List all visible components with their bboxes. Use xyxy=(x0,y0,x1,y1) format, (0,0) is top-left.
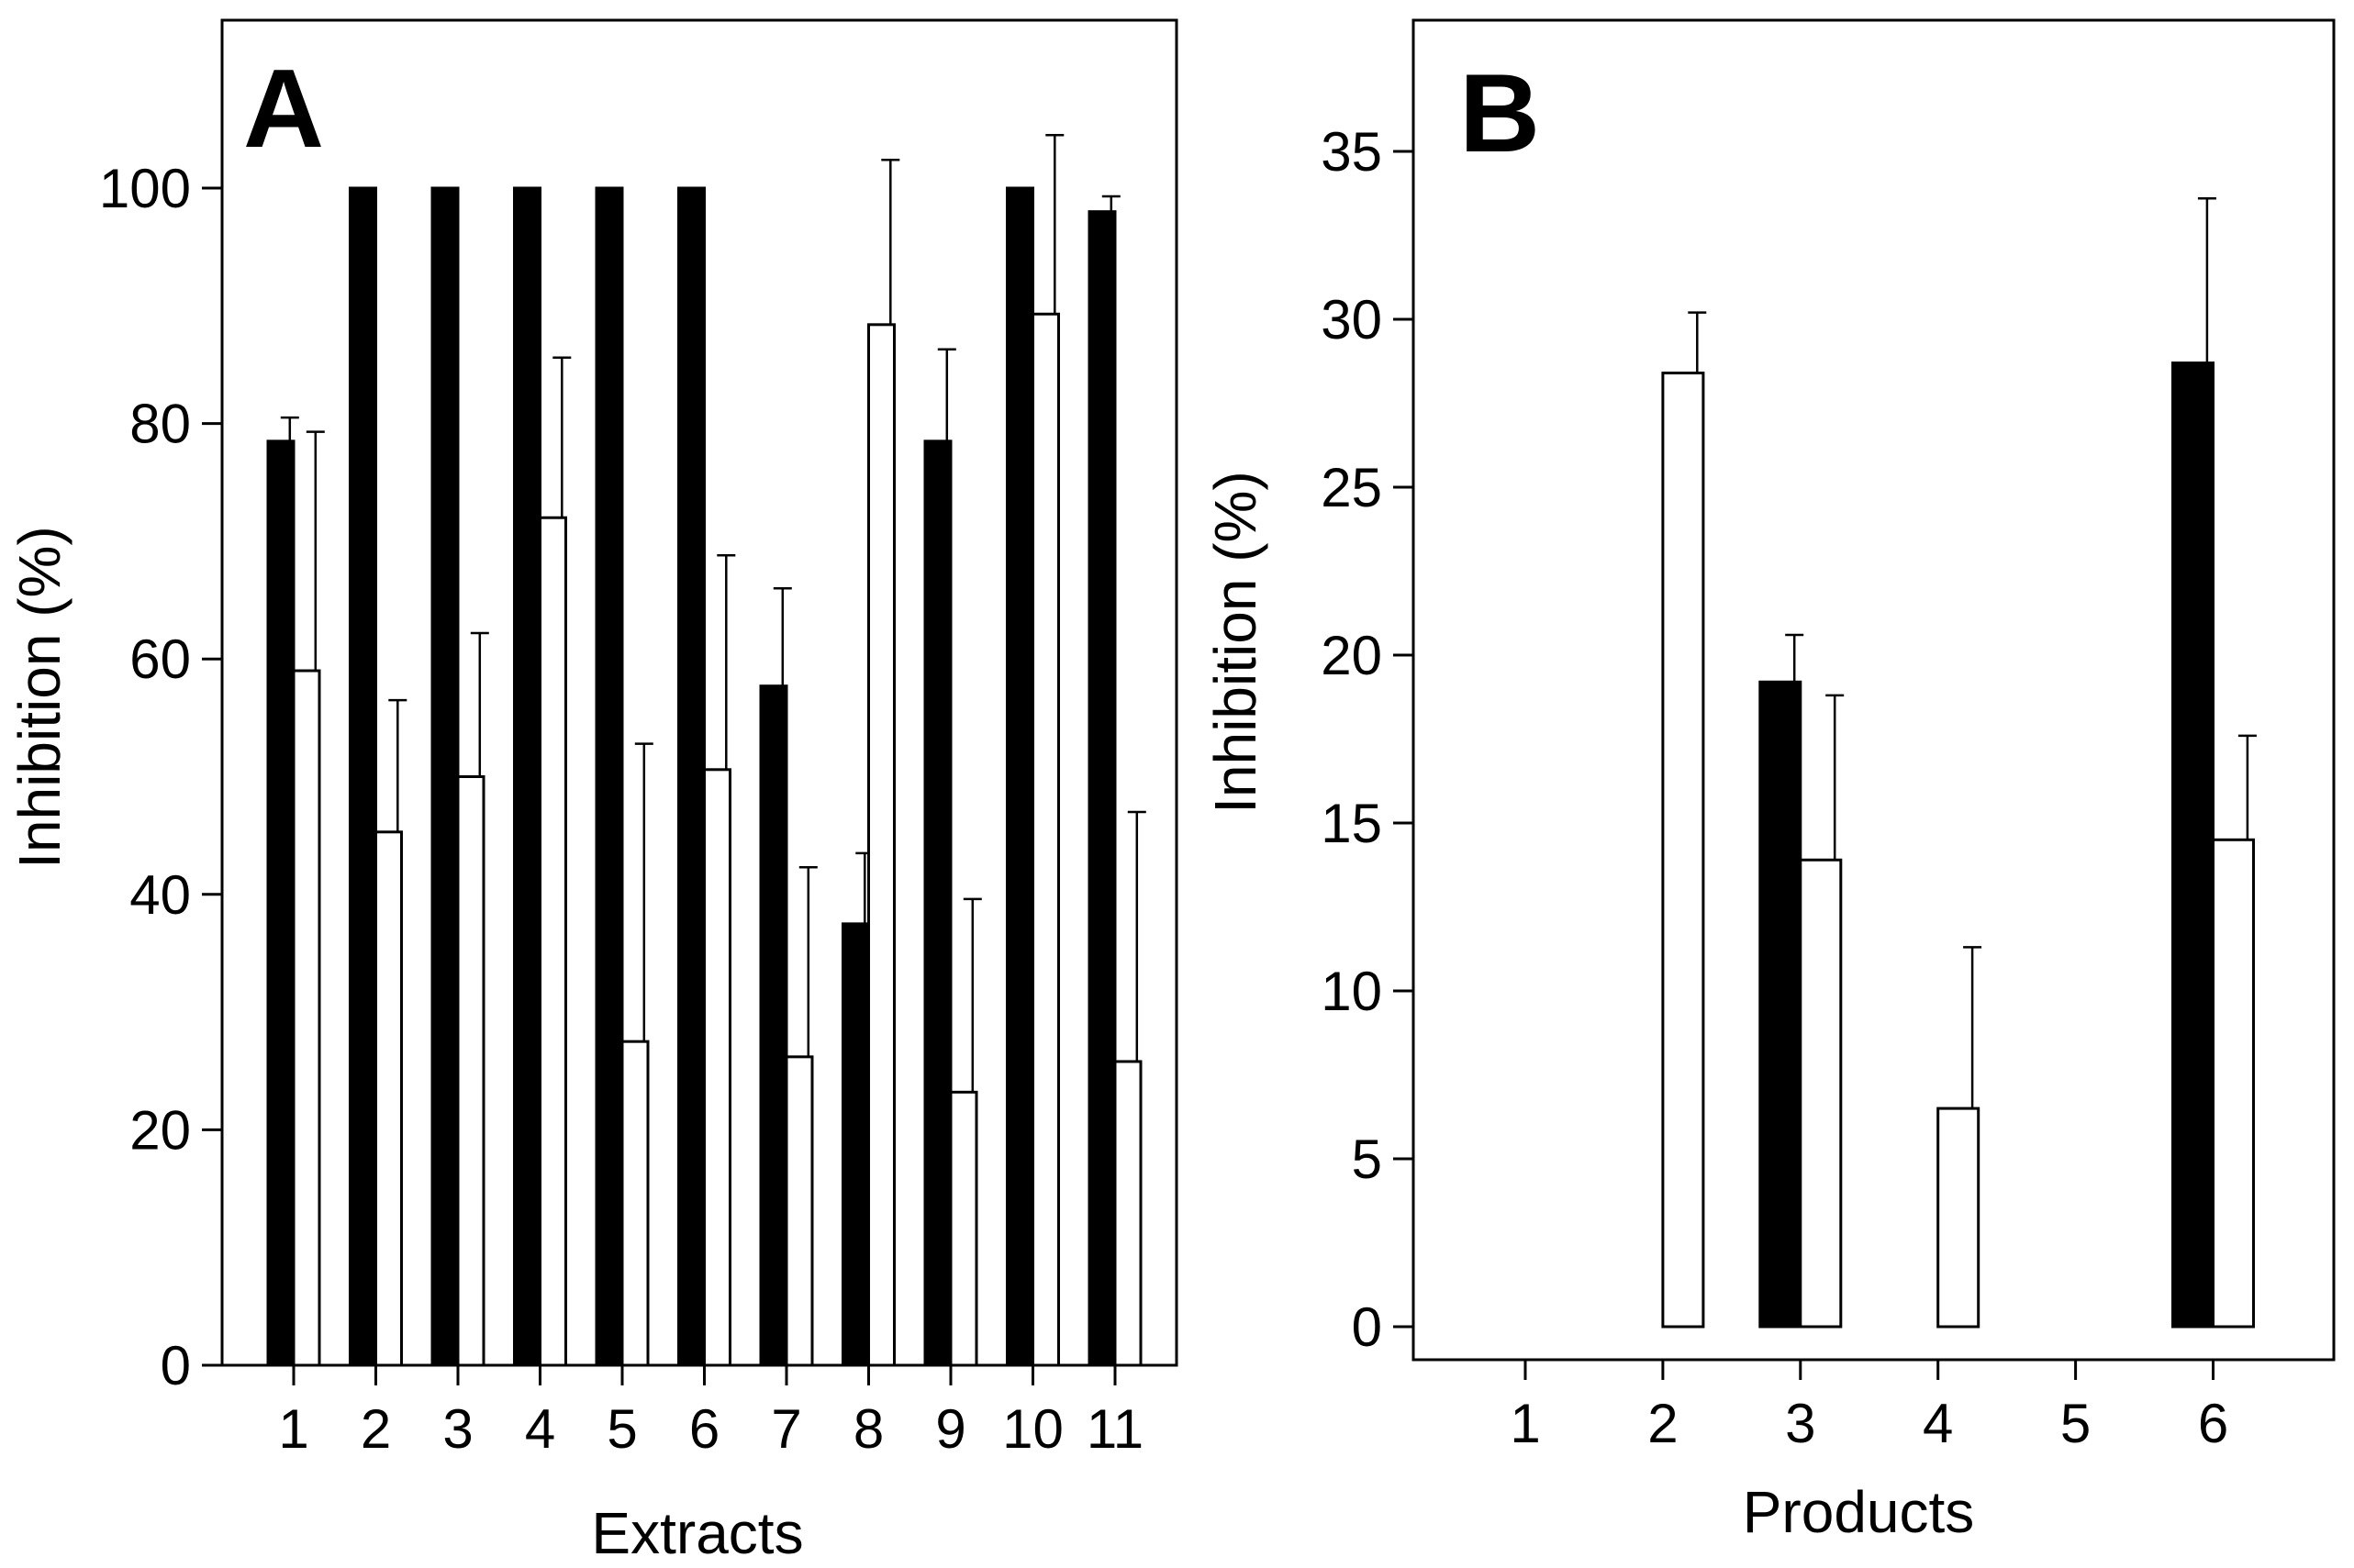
x-tick-label: 4 xyxy=(525,1398,555,1460)
x-axis-label: Products xyxy=(1743,1479,1975,1545)
bar xyxy=(2212,838,2255,1329)
bar xyxy=(1758,680,1802,1329)
bar xyxy=(292,669,321,1367)
plot-frame xyxy=(1411,18,2336,1362)
y-tick-label: 15 xyxy=(1321,793,1382,854)
x-tick-label: 1 xyxy=(278,1398,308,1460)
y-tick-label: 80 xyxy=(129,394,191,455)
x-tick-label: 6 xyxy=(689,1398,720,1460)
bar xyxy=(1936,1106,1980,1329)
y-tick-label: 100 xyxy=(99,158,191,219)
bar xyxy=(1113,1060,1143,1367)
bar xyxy=(1032,312,1060,1367)
x-tick-label: 5 xyxy=(607,1398,637,1460)
y-tick-label: 10 xyxy=(1321,961,1382,1022)
bar xyxy=(349,186,377,1367)
bar xyxy=(513,186,541,1367)
x-tick-label: 8 xyxy=(853,1398,884,1460)
bar xyxy=(949,1090,978,1367)
y-tick-label: 20 xyxy=(129,1099,191,1161)
y-tick-label: 40 xyxy=(129,864,191,926)
bar xyxy=(456,775,485,1367)
x-tick-label: 7 xyxy=(771,1398,801,1460)
y-axis-label: Inhibition (%) xyxy=(1202,471,1268,814)
bar xyxy=(430,186,460,1367)
panel-a: A 0 20 40 60 80 100 1 2 3 4 5 6 7 8 9 10 11 Extracts Inhibi… xyxy=(6,18,1178,1566)
panel-label: A xyxy=(243,46,324,171)
y-tick-label: 60 xyxy=(129,628,191,690)
bar xyxy=(266,439,296,1367)
y-tick-label: 35 xyxy=(1321,121,1382,183)
y-tick-label: 20 xyxy=(1321,625,1382,686)
y-tick-label: 30 xyxy=(1321,289,1382,350)
panel-label: B xyxy=(1459,50,1540,175)
x-tick-label: 1 xyxy=(1510,1393,1540,1454)
panel-b: B 0 5 10 15 20 25 30 35 1 2 3 4 5 6 Products Inhibition … xyxy=(1202,18,2336,1545)
bar xyxy=(595,186,624,1367)
y-tick-label: 0 xyxy=(1352,1296,1382,1358)
bar xyxy=(620,1040,650,1367)
x-tick-label: 3 xyxy=(442,1398,473,1460)
bar xyxy=(677,186,706,1367)
bar xyxy=(842,922,870,1367)
x-tick-label: 6 xyxy=(2198,1393,2228,1454)
x-tick-label: 11 xyxy=(1087,1398,1144,1460)
bar xyxy=(374,830,403,1367)
bar xyxy=(1799,858,1843,1329)
x-tick-label: 4 xyxy=(1923,1393,1953,1454)
x-tick-label: 3 xyxy=(1785,1393,1815,1454)
x-tick-label: 2 xyxy=(361,1398,391,1460)
y-axis-label: Inhibition (%) xyxy=(6,526,73,869)
x-tick-label: 9 xyxy=(935,1398,965,1460)
x-tick-label: 5 xyxy=(2060,1393,2091,1454)
bar xyxy=(759,684,788,1367)
bar xyxy=(1088,210,1117,1367)
y-tick-label: 25 xyxy=(1321,457,1382,518)
x-tick-label: 2 xyxy=(1647,1393,1678,1454)
bar xyxy=(539,516,567,1367)
x-axis-label: Extracts xyxy=(591,1500,803,1566)
bar xyxy=(867,323,896,1367)
bar xyxy=(703,768,731,1367)
bar xyxy=(923,439,953,1367)
bar xyxy=(1006,186,1034,1367)
y-tick-label: 5 xyxy=(1352,1129,1382,1190)
y-tick-label: 0 xyxy=(161,1335,191,1396)
x-tick-label: 10 xyxy=(1002,1398,1064,1460)
bar xyxy=(785,1055,814,1367)
bar xyxy=(2171,361,2215,1329)
bar xyxy=(1661,372,1705,1329)
